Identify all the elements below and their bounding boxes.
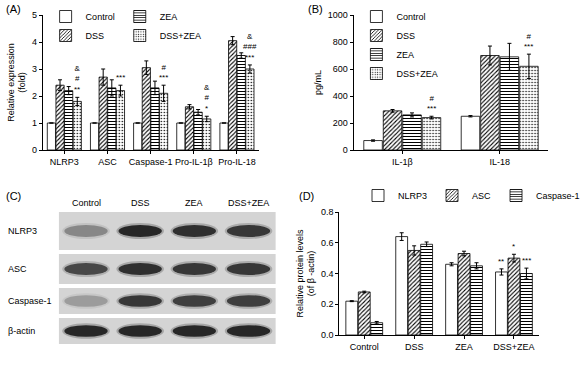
svg-text:DSS+ZEA: DSS+ZEA (396, 69, 437, 79)
svg-text:pg/mL: pg/mL (313, 70, 323, 95)
svg-text:ZEA: ZEA (455, 342, 473, 352)
svg-text:ASC: ASC (8, 264, 27, 274)
svg-text:2: 2 (32, 91, 37, 101)
svg-text:5: 5 (32, 10, 37, 20)
svg-text:IL-1β: IL-1β (392, 157, 413, 167)
svg-text:Caspase-1: Caspase-1 (8, 296, 52, 306)
svg-text:Relative protein levels(of β -: Relative protein levels(of β -actin) (295, 229, 317, 318)
svg-text:NLRP3: NLRP3 (8, 226, 37, 236)
svg-text:(D): (D) (299, 190, 314, 202)
svg-text:ZEA: ZEA (185, 198, 203, 208)
svg-text:#***: #*** (159, 63, 168, 82)
svg-text:0.4: 0.4 (321, 269, 334, 279)
svg-text:NLRP3: NLRP3 (50, 157, 79, 167)
svg-text:3: 3 (32, 64, 37, 74)
svg-text:Control: Control (72, 198, 101, 208)
svg-text:200: 200 (333, 118, 348, 128)
svg-text:DSS+ZEA: DSS+ZEA (228, 198, 269, 208)
svg-text:0: 0 (32, 145, 37, 155)
svg-text:Control: Control (396, 12, 425, 22)
svg-text:IL-18: IL-18 (489, 157, 510, 167)
svg-text:NLRP3: NLRP3 (398, 191, 427, 201)
svg-text:DSS: DSS (405, 342, 424, 352)
svg-text:Caspase-1: Caspase-1 (536, 191, 580, 201)
svg-text:β-actin: β-actin (8, 326, 35, 336)
svg-text:#***: #*** (427, 94, 436, 113)
svg-text:0.8: 0.8 (321, 207, 334, 217)
svg-text:&#**: &#** (74, 64, 80, 94)
svg-text:DSS+ZEA: DSS+ZEA (493, 342, 534, 352)
svg-text:**: ** (498, 257, 504, 266)
svg-text:&#*: &#* (204, 83, 210, 113)
svg-text:0.6: 0.6 (321, 238, 334, 248)
svg-text:600: 600 (333, 64, 348, 74)
svg-text:Control: Control (86, 12, 115, 22)
svg-text:(A): (A) (6, 3, 21, 15)
svg-text:0.0: 0.0 (321, 330, 334, 340)
svg-text:DSS: DSS (396, 31, 415, 41)
svg-text:(C): (C) (6, 190, 21, 202)
svg-text:Control: Control (350, 342, 379, 352)
svg-text:800: 800 (333, 37, 348, 47)
svg-text:400: 400 (333, 91, 348, 101)
svg-text:Pro-IL-18: Pro-IL-18 (218, 157, 256, 167)
svg-text:DSS: DSS (86, 31, 105, 41)
svg-text:DSS+ZEA: DSS+ZEA (160, 31, 201, 41)
svg-text:4: 4 (32, 37, 37, 47)
svg-text:***: *** (116, 73, 125, 82)
svg-text:1000: 1000 (328, 10, 348, 20)
svg-text:#***: #*** (524, 32, 533, 51)
svg-text:Pro-IL-1β: Pro-IL-1β (175, 157, 213, 167)
svg-text:ASC: ASC (98, 157, 117, 167)
svg-text:*: * (512, 242, 515, 251)
svg-text:&###***: &###*** (243, 32, 257, 62)
svg-text:DSS: DSS (131, 198, 150, 208)
svg-text:(B): (B) (308, 3, 323, 15)
svg-text:***: *** (522, 256, 531, 265)
svg-text:0.2: 0.2 (321, 299, 334, 309)
svg-text:ASC: ASC (472, 191, 491, 201)
svg-text:Caspase-1: Caspase-1 (129, 157, 173, 167)
svg-text:ZEA: ZEA (160, 12, 178, 22)
svg-text:1: 1 (32, 118, 37, 128)
svg-text:ZEA: ZEA (396, 50, 414, 60)
svg-text:Relative expression(fold): Relative expression(fold) (6, 43, 28, 122)
svg-text:0: 0 (343, 145, 348, 155)
